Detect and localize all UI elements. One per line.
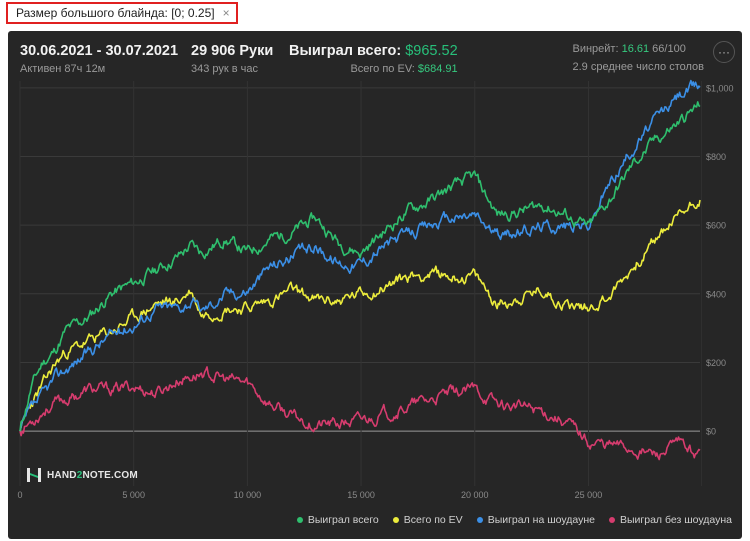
- y-tick-label: $200: [706, 358, 726, 368]
- y-tick-label: $400: [706, 289, 726, 299]
- x-tick-label: 20 000: [461, 490, 489, 500]
- tables-avg: 2.9 среднее число столов: [572, 61, 704, 73]
- chart-legend: Выиграл всего Всего по EV Выиграл на шоуда…: [8, 514, 732, 526]
- series-line-won: [19, 101, 701, 432]
- x-tick-label: 15 000: [347, 490, 375, 500]
- won-block: Выиграл всего: $965.52 Всего по EV: $684…: [289, 43, 458, 75]
- legend-label: Всего по EV: [403, 514, 463, 526]
- legend-item-won[interactable]: Выиграл всего: [296, 514, 379, 526]
- filter-chip[interactable]: Размер большого блайнда: [0; 0.25] ×: [6, 2, 238, 24]
- ev-value: $684.91: [417, 63, 458, 75]
- legend-label: Выиграл всего: [307, 514, 379, 526]
- legend-label: Выиграл на шоудауне: [487, 514, 595, 526]
- legend-dot-icon: [296, 517, 303, 523]
- legend-dot-icon: [609, 517, 615, 523]
- legend-dot-icon: [476, 517, 483, 523]
- legend-label: Выиграл без шоудауна: [620, 514, 732, 526]
- plot-edge: [701, 81, 702, 486]
- won-label: Выиграл всего:: [289, 43, 402, 59]
- close-icon[interactable]: ×: [222, 6, 230, 20]
- legend-item-noshowdown[interactable]: Выиграл без шоудауна: [609, 514, 732, 526]
- date-block: 30.06.2021 - 30.07.2021 Активен 87ч 12м: [20, 43, 178, 75]
- active-time: Активен 87ч 12м: [20, 63, 106, 75]
- hand2note-logo: HAND2NOTE.COM: [26, 467, 138, 483]
- winrate-unit: 66/100: [652, 43, 686, 55]
- won-value: $965.52: [405, 43, 458, 59]
- x-tick-label: 10 000: [234, 490, 262, 500]
- series-line-ev: [19, 199, 701, 432]
- legend-item-ev[interactable]: Всего по EV: [392, 514, 463, 526]
- y-tick-label: $0: [706, 427, 716, 437]
- hand2note-logo-icon: [27, 468, 41, 482]
- date-range: 30.06.2021 - 30.07.2021: [20, 43, 179, 59]
- legend-item-showdown[interactable]: Выиграл на шоудауне: [476, 514, 595, 526]
- filter-label: Размер большого блайнда: [0; 0.25]: [16, 6, 215, 20]
- legend-dot-icon: [392, 517, 399, 523]
- hands-per-hour: 343 рук в час: [191, 63, 259, 75]
- y-tick-label: $800: [706, 152, 726, 162]
- winrate-value: 16.61: [621, 43, 650, 55]
- series-line-showdown: [19, 79, 701, 432]
- x-tick-label: 5 000: [122, 490, 145, 500]
- hands-block: 29 906 Руки 343 рук в час: [191, 43, 273, 75]
- ev-label: Всего по EV:: [350, 63, 415, 75]
- y-tick-label: $1,000: [706, 83, 734, 93]
- stats-panel: 30.06.2021 - 30.07.2021 Активен 87ч 12м …: [8, 31, 742, 539]
- winrate-block: Винрейт: 16.61 66/100 2.9 среднее число …: [572, 43, 704, 73]
- x-tick-label: 25 000: [575, 490, 603, 500]
- x-tick-label: 0: [17, 490, 22, 500]
- series-line-noshowdown: [19, 366, 701, 461]
- logo-text: HAND2NOTE.COM: [47, 469, 138, 481]
- y-tick-label: $600: [706, 221, 726, 231]
- winnings-chart: $0 $200 $400 $600 $800 $1,000 0 5 000 10 000 15 0…: [17, 79, 734, 500]
- hands-count: 29 906 Руки: [191, 43, 274, 59]
- more-options-icon[interactable]: ···: [713, 41, 735, 63]
- winrate-label: Винрейт:: [572, 43, 619, 55]
